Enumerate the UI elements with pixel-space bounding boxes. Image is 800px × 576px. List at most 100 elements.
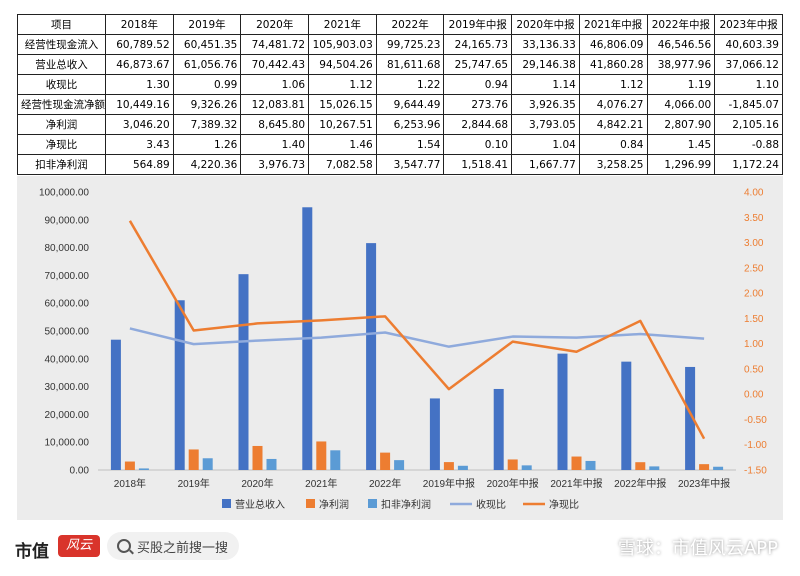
- bar-net-profit: [188, 449, 199, 470]
- table-cell: 40,603.39: [714, 34, 783, 55]
- bar-net-profit: [571, 456, 582, 470]
- table-cell: 6,253.96: [375, 114, 445, 135]
- bar-net-profit: [635, 462, 646, 470]
- table-cell: -0.88: [714, 134, 783, 155]
- bar-revenue: [621, 361, 632, 470]
- table-row: 收现比 1.30 0.99 1.06 1.12 1.22 0.94 1.14 1.12 1.19 1…: [17, 74, 783, 95]
- table-column-header: 2019年: [172, 14, 242, 35]
- bar-deducted-net-profit: [394, 460, 405, 470]
- table-cell: 3,793.05: [511, 114, 580, 135]
- legend-label: 净现比: [549, 498, 579, 511]
- table-cell: 33,136.33: [511, 34, 580, 55]
- table-cell: 46,546.56: [646, 34, 716, 55]
- bar-revenue: [429, 398, 440, 470]
- table-cell: 29,146.38: [511, 54, 580, 75]
- x-tick-label: 2020年: [241, 477, 273, 490]
- table-cell: 94,504.26: [308, 54, 377, 75]
- table-cell: 38,977.96: [646, 54, 716, 75]
- table-row: 经营性现金流入 60,789.52 60,451.35 74,481.72 105,90…: [17, 34, 783, 55]
- table-cell: 46,873.67: [105, 54, 174, 75]
- table-row-label: 经营性现金流净额: [17, 94, 106, 115]
- table-cell: 60,789.52: [105, 34, 174, 55]
- bar-revenue: [493, 388, 504, 470]
- y-right-tick-label: 2.00: [744, 289, 764, 300]
- table-column-header: 2022年中报: [646, 14, 716, 35]
- table-cell: 4,220.36: [172, 154, 242, 175]
- y-left-tick-label: 80,000.00: [45, 243, 90, 254]
- table-column-header: 2019年中报: [443, 14, 513, 35]
- bar-deducted-net-profit: [649, 466, 660, 470]
- table-cell: 7,389.32: [172, 114, 242, 135]
- table-row-label: 净利润: [17, 114, 106, 135]
- bar-deducted-net-profit: [585, 460, 596, 470]
- table-cell: 105,903.03: [308, 34, 377, 55]
- legend-swatch: [306, 499, 315, 508]
- table-row: 营业总收入 46,873.67 61,056.76 70,442.43 94,504.2…: [17, 54, 783, 75]
- table-row-label: 扣非净利润: [17, 154, 106, 175]
- table-cell: 12,083.81: [240, 94, 310, 115]
- table-cell: 1.14: [511, 74, 580, 95]
- legend-label: 扣非净利润: [381, 498, 431, 511]
- legend-label: 营业总收入: [235, 498, 285, 511]
- table-cell: 1,296.99: [646, 154, 716, 175]
- legend-swatch: [368, 499, 377, 508]
- x-tick-label: 2019年: [178, 477, 210, 490]
- table-cell: 1.12: [308, 74, 377, 95]
- source-watermark: 雪球：市值风云APP: [617, 538, 778, 559]
- table-cell: 60,451.35: [172, 34, 242, 55]
- table-cell: 1.30: [105, 74, 174, 95]
- table-cell: 46,806.09: [578, 34, 648, 55]
- table-cell: 1.12: [578, 74, 648, 95]
- y-left-tick-label: 20,000.00: [45, 410, 90, 421]
- table-cell: 3,258.25: [578, 154, 648, 175]
- table-cell: 1,172.24: [714, 154, 783, 175]
- table-cell: 1.04: [511, 134, 580, 155]
- bar-revenue: [174, 300, 185, 470]
- search-placeholder[interactable]: 买股之前搜一搜: [137, 541, 229, 556]
- bar-deducted-net-profit: [138, 468, 149, 470]
- bar-net-profit: [699, 464, 710, 470]
- table-row-label: 经营性现金流入: [17, 34, 106, 55]
- y-right-tick-label: 4.00: [744, 188, 764, 199]
- table-cell: 0.94: [443, 74, 513, 95]
- table-cell: 2,105.16: [714, 114, 783, 135]
- bar-net-profit: [124, 461, 135, 470]
- legend-label: 收现比: [476, 498, 506, 511]
- brand-logo-text: 市值: [15, 542, 49, 562]
- table-corner-header: 项目: [17, 14, 106, 35]
- table-cell: 1.19: [646, 74, 716, 95]
- footer-bar: 市值 风云 买股之前搜一搜 雪球：市值风云APP: [0, 520, 800, 576]
- table-cell: 1,518.41: [443, 154, 513, 175]
- table-row: 扣非净利润 564.89 4,220.36 3,976.73 7,082.58 3,547…: [17, 154, 783, 175]
- table-cell: 10,449.16: [105, 94, 174, 115]
- chart-panel: 0.00 10,000.00 20,000.00 30,000.00 40,000.00…: [17, 176, 783, 520]
- x-tick-label: 2020年中报: [487, 477, 539, 490]
- table-cell: 1.10: [714, 74, 783, 95]
- search-icon[interactable]: [117, 539, 131, 553]
- table-cell: 3.43: [105, 134, 174, 155]
- table-cell: 7,082.58: [308, 154, 377, 175]
- x-tick-label: 2022年中报: [614, 477, 666, 490]
- table-column-header: 2020年: [240, 14, 310, 35]
- y-right-tick-label: -1.00: [744, 440, 767, 451]
- brand-logo-seal: 风云: [58, 535, 100, 557]
- table-cell: 10,267.51: [308, 114, 377, 135]
- table-cell: 81,611.68: [375, 54, 445, 75]
- table-cell: 74,481.72: [240, 34, 310, 55]
- table-cell: -1,845.07: [714, 94, 783, 115]
- bar-revenue: [557, 353, 568, 470]
- x-tick-label: 2018年: [114, 477, 146, 490]
- table-cell: 564.89: [105, 154, 174, 175]
- y-right-tick-label: 1.50: [744, 314, 764, 325]
- table-cell: 70,442.43: [240, 54, 310, 75]
- y-left-tick-label: 60,000.00: [45, 299, 90, 310]
- bar-net-profit: [443, 462, 454, 470]
- x-tick-label: 2022年: [369, 477, 401, 490]
- bar-deducted-net-profit: [266, 458, 277, 470]
- y-left-tick-label: 70,000.00: [45, 271, 90, 282]
- table-cell: 1.46: [308, 134, 377, 155]
- bar-revenue: [366, 243, 377, 470]
- table-cell: 1.22: [375, 74, 445, 95]
- table-cell: 41,860.28: [578, 54, 648, 75]
- y-right-tick-label: -0.50: [744, 415, 767, 426]
